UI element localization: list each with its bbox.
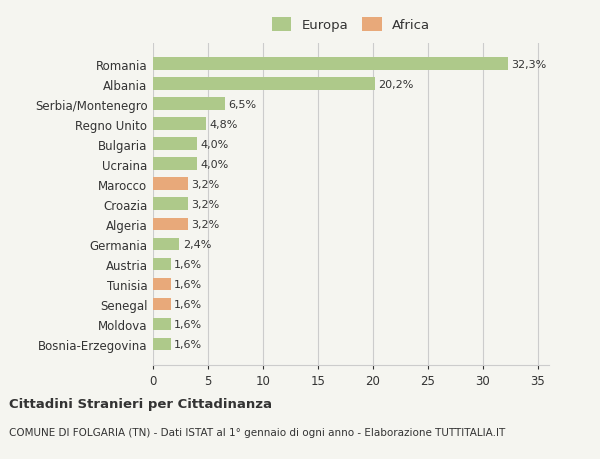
Text: 3,2%: 3,2% [191,219,220,229]
Bar [153,218,188,230]
Text: Cittadini Stranieri per Cittadinanza: Cittadini Stranieri per Cittadinanza [9,397,272,410]
Text: 2,4%: 2,4% [182,239,211,249]
Text: COMUNE DI FOLGARIA (TN) - Dati ISTAT al 1° gennaio di ogni anno - Elaborazione T: COMUNE DI FOLGARIA (TN) - Dati ISTAT al … [9,427,505,437]
Text: 1,6%: 1,6% [174,279,202,289]
Text: 3,2%: 3,2% [191,179,220,189]
Bar [153,178,188,190]
Bar [153,258,170,270]
Bar [153,118,206,130]
Text: 20,2%: 20,2% [379,79,414,90]
Text: 1,6%: 1,6% [174,319,202,329]
Bar [153,318,170,330]
Text: 3,2%: 3,2% [191,199,220,209]
Bar [153,78,375,90]
Bar [153,278,170,291]
Bar [153,58,508,71]
Bar [153,98,224,111]
Text: 4,0%: 4,0% [200,140,229,149]
Text: 1,6%: 1,6% [174,339,202,349]
Bar [153,238,179,251]
Bar [153,338,170,350]
Text: 1,6%: 1,6% [174,259,202,269]
Text: 4,0%: 4,0% [200,159,229,169]
Text: 1,6%: 1,6% [174,299,202,309]
Text: 4,8%: 4,8% [209,119,238,129]
Legend: Europa, Africa: Europa, Africa [272,18,430,32]
Text: 32,3%: 32,3% [512,59,547,69]
Bar [153,138,197,151]
Bar [153,158,197,170]
Bar [153,198,188,210]
Text: 6,5%: 6,5% [228,99,256,109]
Bar [153,298,170,310]
